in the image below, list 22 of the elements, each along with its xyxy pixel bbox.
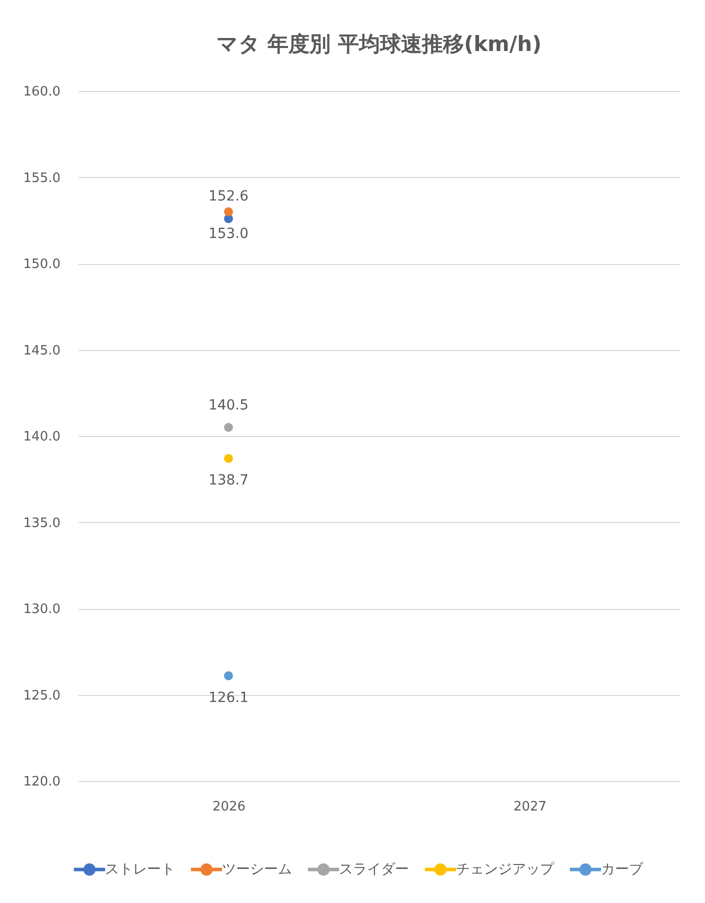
legend-label: ツーシーム bbox=[222, 862, 292, 878]
legend-label: スライダー bbox=[339, 862, 409, 878]
y-tick-label: 140.0 bbox=[23, 430, 60, 444]
data-label: 138.7 bbox=[208, 472, 249, 488]
y-tick-label: 160.0 bbox=[23, 84, 60, 100]
y-tick-label: 125.0 bbox=[23, 688, 60, 704]
legend-label: ストレート bbox=[105, 862, 175, 878]
y-tick-label: 130.0 bbox=[23, 602, 60, 617]
y-tick-label: 150.0 bbox=[23, 257, 60, 272]
y-tick-label: 135.0 bbox=[23, 516, 60, 531]
legend-label: カーブ bbox=[601, 862, 644, 878]
data-label: 140.5 bbox=[208, 397, 249, 414]
x-tick-label: 2027 bbox=[513, 800, 547, 814]
chart-title: マタ 年度別 平均球速推移(km/h) bbox=[216, 32, 542, 56]
data-label: 153.0 bbox=[208, 226, 249, 242]
y-tick-label: 155.0 bbox=[23, 170, 60, 186]
data-label: 126.1 bbox=[208, 690, 249, 706]
y-tick-label: 120.0 bbox=[23, 774, 60, 790]
y-tick-label: 145.0 bbox=[23, 343, 60, 358]
x-tick-label: 2026 bbox=[212, 800, 246, 814]
legend-label: チェンジアップ bbox=[456, 862, 555, 878]
data-label: 152.6 bbox=[208, 188, 249, 205]
